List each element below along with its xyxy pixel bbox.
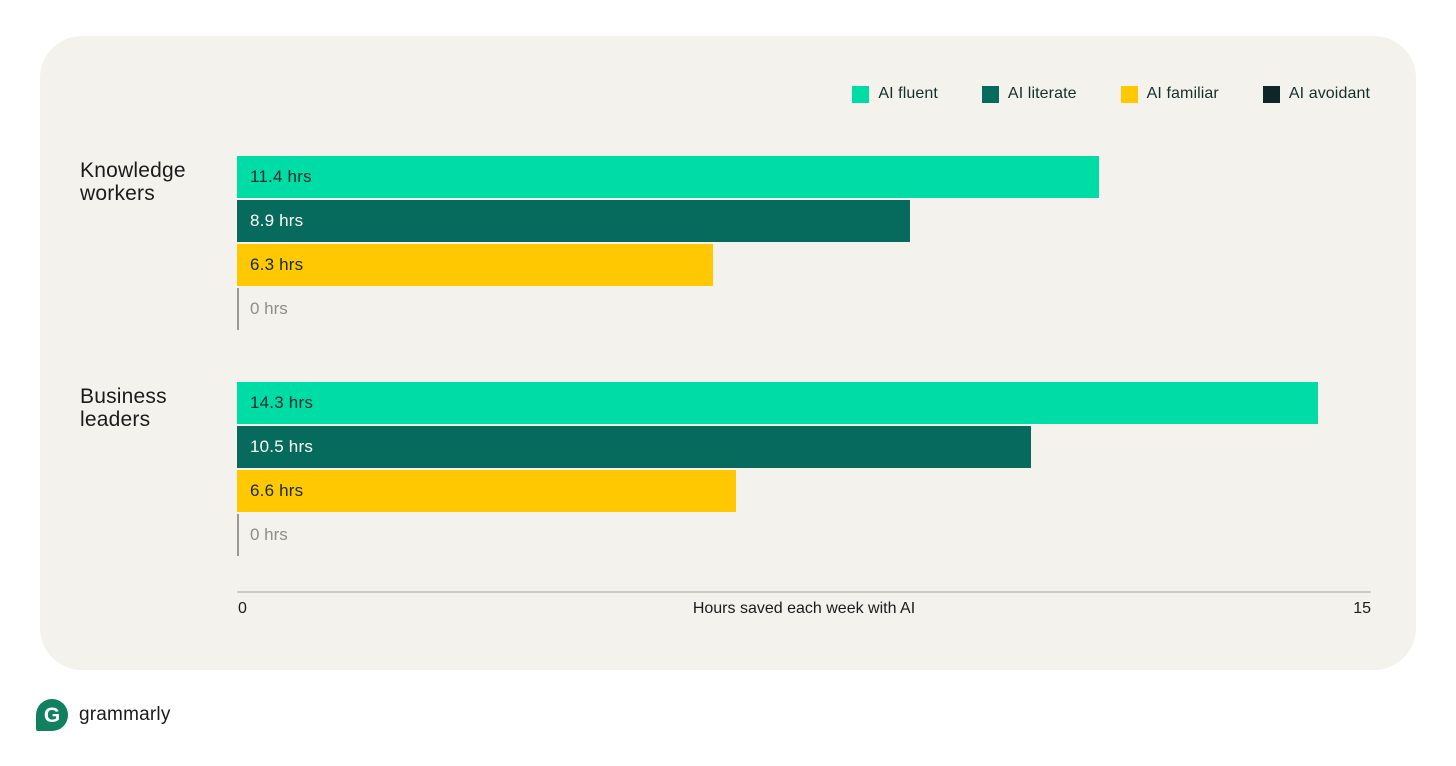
group-label: Knowledge workers — [80, 159, 186, 205]
zero-baseline-tick — [237, 288, 239, 330]
legend-swatch-icon — [1262, 85, 1280, 103]
bar-row: 14.3 hrs — [237, 382, 1371, 424]
legend-label: AI literate — [1007, 85, 1077, 102]
bar: 6.3 hrs — [237, 244, 714, 286]
bar: 10.5 hrs — [237, 426, 1031, 468]
bar-value-label: 11.4 hrs — [250, 167, 312, 186]
grammarly-logo-icon: G — [36, 699, 68, 731]
x-axis-tick-max: 15 — [1353, 600, 1371, 617]
bar-value-label: 6.6 hrs — [250, 481, 304, 500]
legend-swatch-icon — [852, 85, 870, 103]
legend-item: AI avoidant — [1262, 85, 1370, 103]
bar-row: 0 hrs — [237, 288, 1371, 330]
bar-value-label: 0 hrs — [250, 299, 288, 318]
legend: AI fluent AI literate AI familiar AI avoida… — [852, 85, 1370, 103]
bar: 6.6 hrs — [237, 470, 736, 512]
legend-swatch-icon — [1120, 85, 1138, 103]
legend-label: AI avoidant — [1288, 85, 1370, 102]
bar: 14.3 hrs — [237, 382, 1319, 424]
x-axis-labels: 0 Hours saved each week with AI 15 — [237, 600, 1371, 620]
bar-row: 0 hrs — [237, 514, 1371, 556]
bar-row: 8.9 hrs — [237, 200, 1371, 242]
zero-baseline-tick — [237, 514, 239, 556]
legend-label: AI familiar — [1146, 85, 1219, 102]
x-axis-line — [237, 591, 1371, 593]
bar-value-label: 14.3 hrs — [250, 393, 314, 412]
bar-row: 10.5 hrs — [237, 426, 1371, 468]
legend-item: AI fluent — [852, 85, 938, 103]
group-label: Business leaders — [80, 385, 167, 431]
bar-value-label: 10.5 hrs — [250, 437, 314, 456]
x-axis-title: Hours saved each week with AI — [692, 600, 916, 617]
bar: 8.9 hrs — [237, 200, 910, 242]
bar-value-label: 6.3 hrs — [250, 255, 304, 274]
chart-card: AI fluent AI literate AI familiar AI avoida… — [40, 36, 1416, 670]
legend-item: AI literate — [981, 85, 1077, 103]
legend-swatch-icon — [981, 85, 999, 103]
bar-row: 6.3 hrs — [237, 244, 1371, 286]
legend-label: AI fluent — [878, 85, 938, 102]
x-axis-tick-min: 0 — [238, 600, 247, 617]
bar-rows: 11.4 hrs 8.9 hrs 6.3 hrs 0 hrs — [237, 156, 1371, 332]
bar: 11.4 hrs — [237, 156, 1099, 198]
bar-row: 6.6 hrs — [237, 470, 1371, 512]
bar-row: 11.4 hrs — [237, 156, 1371, 198]
bar-value-label: 8.9 hrs — [250, 211, 304, 230]
brand-name: grammarly — [79, 704, 171, 725]
legend-item: AI familiar — [1120, 85, 1219, 103]
bar-rows: 14.3 hrs 10.5 hrs 6.6 hrs 0 hrs — [237, 382, 1371, 558]
bar-value-label: 0 hrs — [250, 525, 288, 544]
brand-footer: G grammarly — [36, 699, 171, 731]
